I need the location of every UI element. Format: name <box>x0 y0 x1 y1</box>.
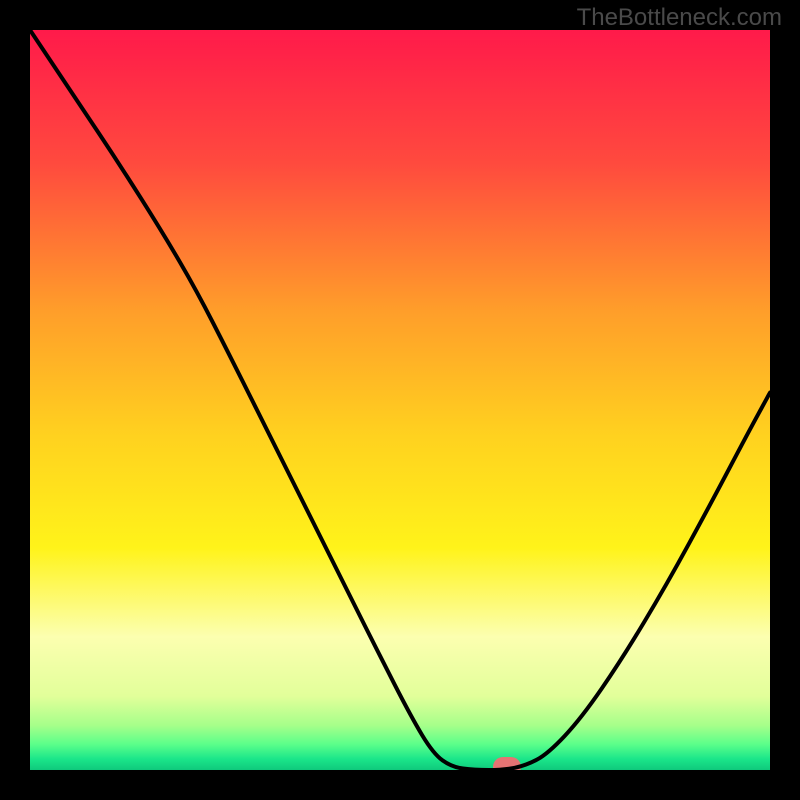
bottleneck-curve <box>30 30 770 770</box>
curve-path <box>30 30 770 770</box>
chart-container: TheBottleneck.com <box>0 0 800 800</box>
plot-area <box>30 30 770 770</box>
watermark-text: TheBottleneck.com <box>577 4 782 32</box>
